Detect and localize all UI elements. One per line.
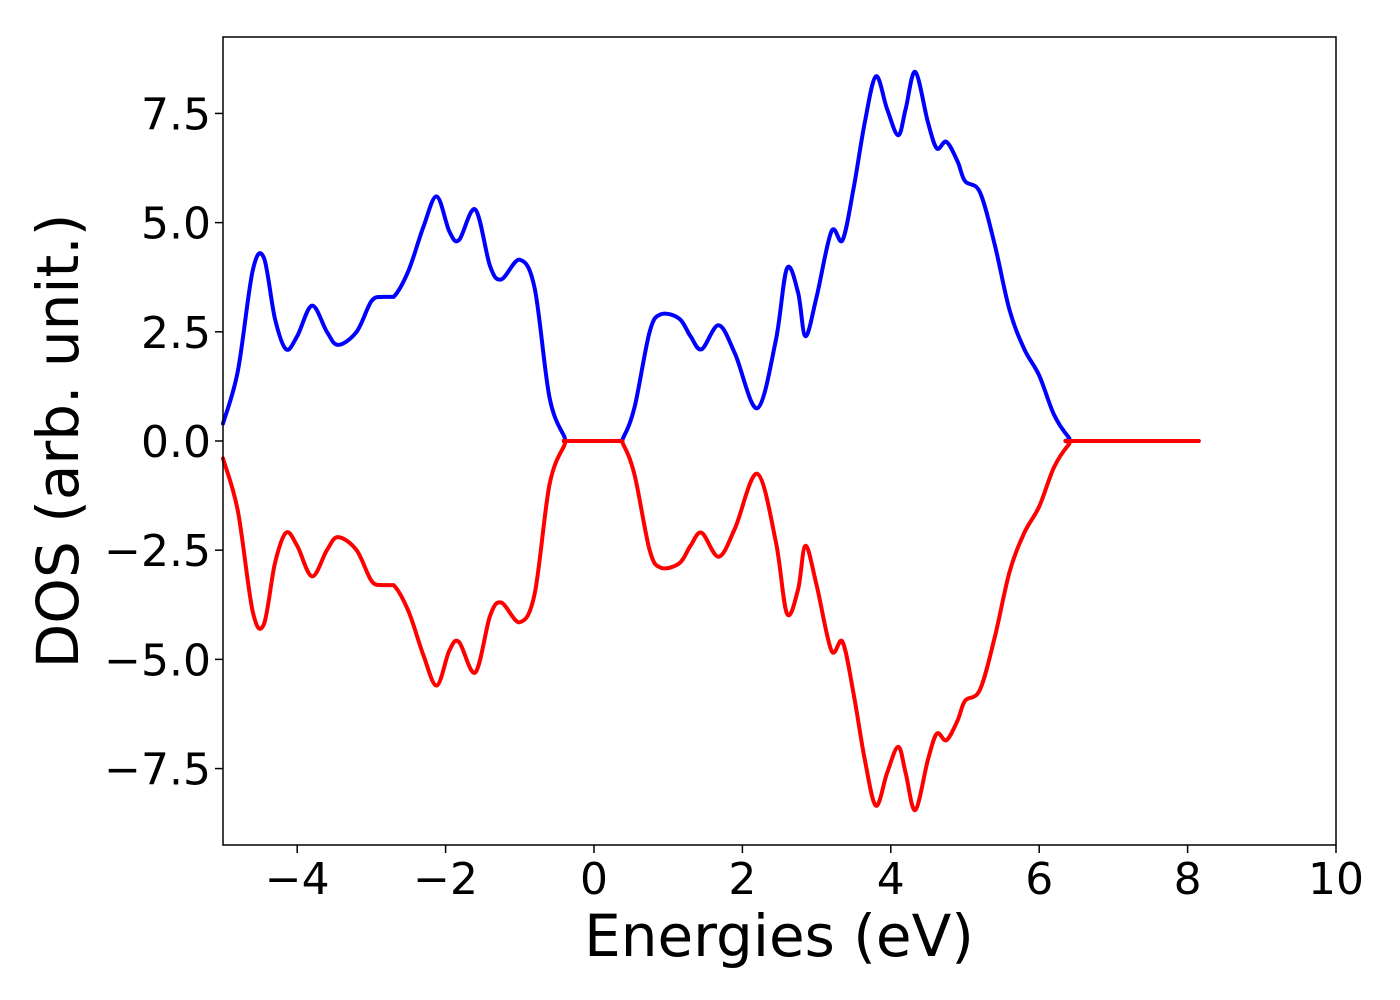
y-tick-label: −5.0: [104, 635, 211, 686]
y-tick-label: 5.0: [141, 199, 211, 250]
y-tick-label: 0.0: [141, 417, 211, 468]
x-tick-label: 8: [1174, 854, 1202, 905]
y-tick-label: −2.5: [104, 526, 211, 577]
x-tick-label: 6: [1025, 854, 1053, 905]
x-tick-label: −2: [413, 854, 478, 905]
x-tick-label: 0: [580, 854, 608, 905]
y-tick-label: 7.5: [141, 89, 211, 140]
y-tick-label: −7.5: [104, 745, 211, 796]
y-axis: 7.5 5.0 2.5 0.0 −2.5 −5.0 −7.5: [104, 89, 223, 796]
x-tick-label: 2: [728, 854, 756, 905]
x-axis: −4 −2 0 2 4 6 8 10: [265, 845, 1364, 905]
x-axis-title: Energies (eV): [584, 902, 974, 970]
x-tick-label: 4: [877, 854, 905, 905]
x-tick-label: 10: [1308, 854, 1364, 905]
series-layer: [221, 69, 1201, 813]
y-axis-title: DOS (arb. unit.): [24, 214, 92, 669]
x-tick-label: −4: [265, 854, 330, 905]
series-line-2: [221, 438, 1201, 813]
y-tick-label: 2.5: [141, 308, 211, 359]
series-line-1: [221, 69, 1201, 444]
